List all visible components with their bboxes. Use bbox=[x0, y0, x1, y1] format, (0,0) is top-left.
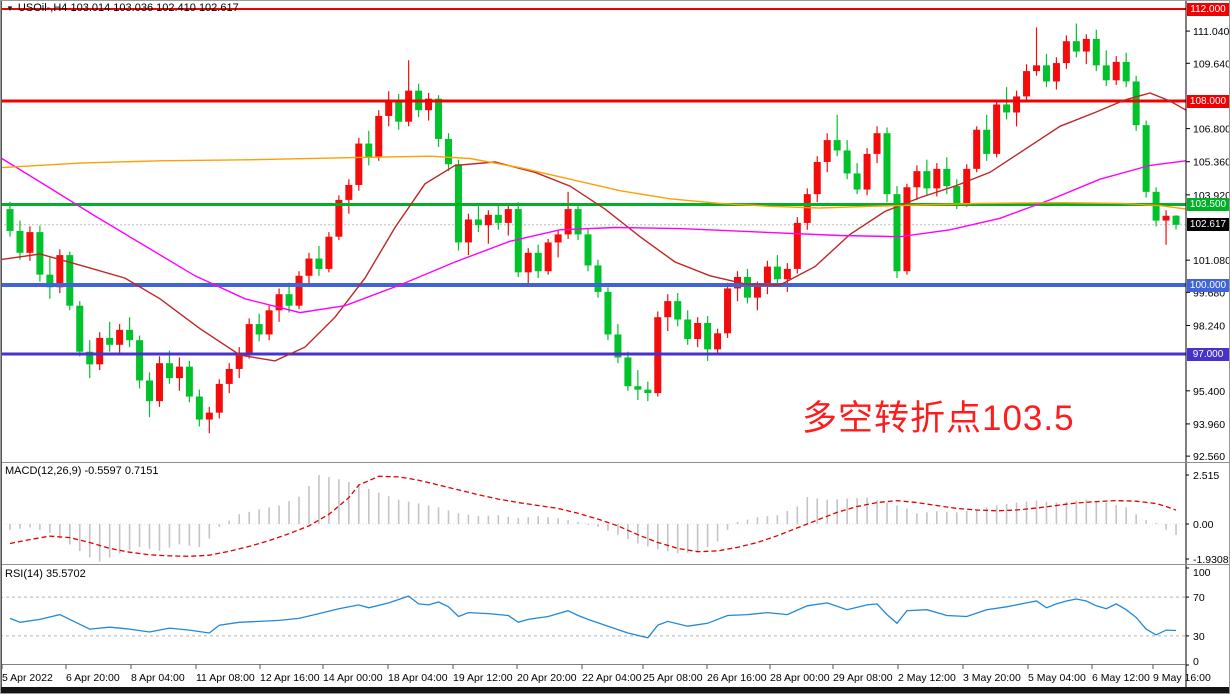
svg-text:109.640: 109.640 bbox=[1193, 58, 1230, 70]
svg-text:26 Apr 16:00: 26 Apr 16:00 bbox=[707, 672, 767, 684]
svg-text:9 May 16:00: 9 May 16:00 bbox=[1153, 672, 1211, 684]
svg-text:103.920: 103.920 bbox=[1193, 190, 1230, 202]
svg-text:106.800: 106.800 bbox=[1193, 124, 1230, 136]
svg-text:100: 100 bbox=[1193, 567, 1211, 579]
svg-text:6 May 12:00: 6 May 12:00 bbox=[1092, 672, 1150, 684]
svg-text:111.040: 111.040 bbox=[1193, 26, 1230, 38]
svg-text:93.960: 93.960 bbox=[1193, 419, 1225, 431]
svg-text:98.240: 98.240 bbox=[1193, 320, 1225, 332]
price-axis[interactable]: 111.040 109.640 106.800 105.360 103.920 101.0… bbox=[1185, 0, 1230, 687]
svg-text:99.680: 99.680 bbox=[1193, 287, 1225, 299]
svg-text:28 Apr 00:00: 28 Apr 00:00 bbox=[770, 672, 830, 684]
svg-text:6 Apr 20:00: 6 Apr 20:00 bbox=[66, 672, 120, 684]
svg-text:14 Apr 00:00: 14 Apr 00:00 bbox=[323, 672, 383, 684]
svg-text:29 Apr 08:00: 29 Apr 08:00 bbox=[833, 672, 893, 684]
svg-text:18 Apr 04:00: 18 Apr 04:00 bbox=[388, 672, 448, 684]
svg-text:20 Apr 20:00: 20 Apr 20:00 bbox=[517, 672, 577, 684]
main-price-panel[interactable] bbox=[0, 8, 1187, 434]
svg-text:95.400: 95.400 bbox=[1193, 386, 1225, 398]
time-axis[interactable]: 5 Apr 2022 6 Apr 20:00 8 Apr 04:00 11 Apr 0… bbox=[0, 664, 1211, 685]
svg-text:70: 70 bbox=[1193, 592, 1205, 604]
svg-text:3 May 20:00: 3 May 20:00 bbox=[963, 672, 1021, 684]
macd-panel[interactable] bbox=[0, 475, 1186, 562]
svg-text:0: 0 bbox=[1193, 656, 1199, 668]
svg-text:22 Apr 04:00: 22 Apr 04:00 bbox=[582, 672, 642, 684]
svg-text:2.515: 2.515 bbox=[1193, 470, 1219, 482]
svg-text:8 Apr 04:00: 8 Apr 04:00 bbox=[131, 672, 185, 684]
svg-text:101.080: 101.080 bbox=[1193, 255, 1230, 267]
svg-text:2 May 12:00: 2 May 12:00 bbox=[898, 672, 956, 684]
svg-text:19 Apr 12:00: 19 Apr 12:00 bbox=[453, 672, 513, 684]
svg-text:92.560: 92.560 bbox=[1193, 451, 1225, 463]
svg-text:12 Apr 16:00: 12 Apr 16:00 bbox=[260, 672, 320, 684]
svg-text:105.360: 105.360 bbox=[1193, 157, 1230, 169]
svg-text:25 Apr 08:00: 25 Apr 08:00 bbox=[643, 672, 703, 684]
svg-text:5 Apr 2022: 5 Apr 2022 bbox=[2, 672, 53, 684]
svg-text:11 Apr 08:00: 11 Apr 08:00 bbox=[196, 672, 255, 684]
svg-text:0.00: 0.00 bbox=[1193, 519, 1214, 531]
svg-text:5 May 04:00: 5 May 04:00 bbox=[1028, 672, 1086, 684]
rsi-panel[interactable] bbox=[0, 595, 1186, 639]
svg-text:30: 30 bbox=[1193, 631, 1205, 643]
svg-text:-1.9308: -1.9308 bbox=[1193, 554, 1229, 566]
